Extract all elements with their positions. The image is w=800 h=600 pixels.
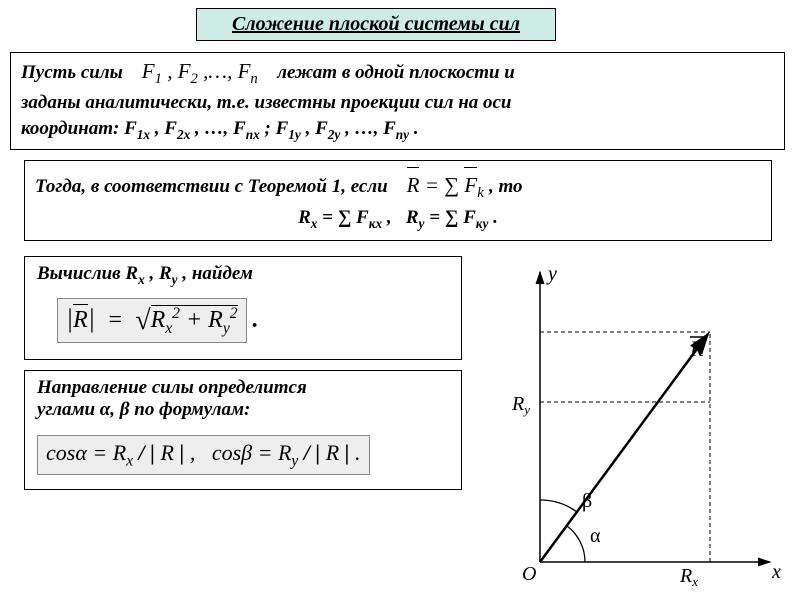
direction-formula: cosα = Rx / | R | , cosβ = Ry / | R | . xyxy=(37,421,449,479)
intro-box: Пусть силы F1 , F2 ,…, Fn лежат в одной … xyxy=(10,52,785,150)
theorem-line2: Rx = ∑ Fкx , Ry = ∑ Fкy . xyxy=(35,204,761,234)
intro-line2: заданы аналитически, т.е. известны проек… xyxy=(21,92,512,113)
y-label: y xyxy=(546,263,557,285)
direction-line1: Направление силы определится xyxy=(37,377,449,399)
intro-line1a: Пусть силы xyxy=(21,62,123,83)
theorem-line1b: , то xyxy=(489,176,523,197)
direction-box: Направление силы определится углами α, β… xyxy=(24,370,462,490)
r-vector xyxy=(540,334,708,562)
direction-line2: углами α, β по формулам: xyxy=(37,399,449,421)
magnitude-line1: Вычислив Rx , Ry , найдем xyxy=(37,263,253,284)
page-title: Сложение плоской системы сил xyxy=(196,8,556,41)
theorem-eq: R = ∑ Fk xyxy=(407,173,489,197)
beta-label: β xyxy=(582,490,592,512)
alpha-arc xyxy=(567,526,585,562)
magnitude-formula: |R| = √Rx2 + Ry2 . xyxy=(37,288,449,353)
rx-label: Rx xyxy=(679,565,698,589)
intro-line1b: лежат в одной плоскости и xyxy=(277,62,515,83)
origin-label: O xyxy=(522,563,536,585)
r-label: R xyxy=(689,336,704,361)
x-label: x xyxy=(771,561,781,583)
theorem-box: Тогда, в соответствии с Теоремой 1, если… xyxy=(24,160,772,241)
magnitude-box: Вычислив Rx , Ry , найдем |R| = √Rx2 + R… xyxy=(24,256,462,360)
forces-list: F1 , F2 ,…, Fn xyxy=(142,59,263,83)
beta-arc xyxy=(540,500,577,512)
theorem-line1a: Тогда, в соответствии с Теоремой 1, если xyxy=(35,176,388,197)
alpha-label: α xyxy=(590,525,601,547)
ry-label: Ry xyxy=(511,393,530,417)
diagram-svg: y x O Rx Ry R α β xyxy=(490,262,790,592)
intro-line3: координат: F1x , F2x , …, Fnx ; F1y , F2… xyxy=(21,118,419,139)
vector-diagram: y x O Rx Ry R α β xyxy=(490,262,790,592)
